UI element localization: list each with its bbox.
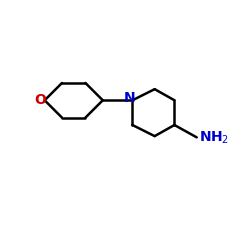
Text: N: N [124, 91, 135, 105]
Text: NH$_2$: NH$_2$ [199, 130, 229, 146]
Text: O: O [34, 93, 46, 107]
